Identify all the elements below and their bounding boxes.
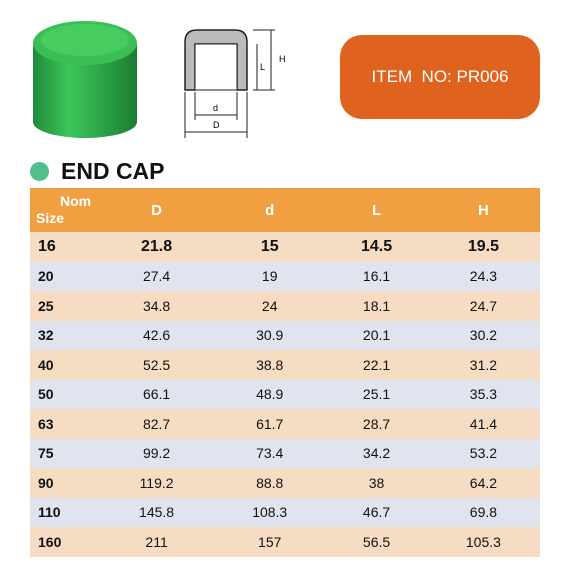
- table-row: 90 119.2 88.8 38 64.2: [30, 468, 540, 498]
- dim-label: d: [213, 103, 218, 113]
- dim-label: H: [279, 54, 286, 64]
- size-cell: 32: [30, 320, 100, 350]
- value-cell: 99.2: [100, 438, 214, 468]
- value-cell: 20.1: [326, 320, 427, 350]
- corner-bottom: Size: [36, 210, 65, 226]
- table-row: 50 66.1 48.9 25.1 35.3: [30, 379, 540, 409]
- value-cell: 16.1: [326, 261, 427, 291]
- value-cell: 27.4: [100, 261, 214, 291]
- size-cell: 20: [30, 261, 100, 291]
- value-cell: 14.5: [326, 232, 427, 262]
- value-cell: 88.8: [213, 468, 327, 498]
- value-cell: 21.8: [100, 232, 214, 262]
- value-cell: 61.7: [213, 409, 327, 439]
- column-header: D: [100, 188, 214, 232]
- value-cell: 211: [100, 527, 214, 557]
- value-cell: 73.4: [213, 438, 327, 468]
- size-cell: 110: [30, 497, 100, 527]
- column-header: H: [426, 188, 540, 232]
- value-cell: 19: [213, 261, 327, 291]
- value-cell: 25.1: [326, 379, 427, 409]
- table-row: 110 145.8 108.3 46.7 69.8: [30, 497, 540, 527]
- value-cell: 22.1: [326, 350, 427, 380]
- value-cell: 119.2: [100, 468, 214, 498]
- section-title: END CAP: [30, 156, 165, 186]
- column-header: d: [213, 188, 327, 232]
- value-cell: 48.9: [213, 379, 327, 409]
- value-cell: 34.2: [326, 438, 427, 468]
- value-cell: 24.3: [426, 261, 540, 291]
- value-cell: 19.5: [426, 232, 540, 262]
- value-cell: 46.7: [326, 497, 427, 527]
- value-cell: 82.7: [100, 409, 214, 439]
- value-cell: 145.8: [100, 497, 214, 527]
- size-cell: 50: [30, 379, 100, 409]
- corner-top: Nom: [60, 193, 92, 209]
- size-cell: 160: [30, 527, 100, 557]
- table-row: 16 21.8 15 14.5 19.5: [30, 232, 540, 262]
- bullet: [30, 161, 49, 181]
- size-cell: 16: [30, 232, 100, 262]
- technical-drawing: H L d D: [184, 29, 286, 138]
- value-cell: 105.3: [426, 527, 540, 557]
- table-row: 63 82.7 61.7 28.7 41.4: [30, 409, 540, 439]
- value-cell: 64.2: [426, 468, 540, 498]
- dim-label: L: [260, 62, 265, 72]
- value-cell: 53.2: [426, 438, 540, 468]
- value-cell: 157: [213, 527, 327, 557]
- value-cell: 42.6: [100, 320, 214, 350]
- size-cell: 75: [30, 438, 100, 468]
- value-cell: 108.3: [213, 497, 327, 527]
- size-cell: 90: [30, 468, 100, 498]
- product-photo: [33, 21, 137, 138]
- value-cell: 30.9: [213, 320, 327, 350]
- item-number: ITEM NO: PR006: [340, 35, 540, 119]
- dim-label: D: [213, 120, 220, 130]
- column-header: L: [326, 188, 427, 232]
- value-cell: 52.5: [100, 350, 214, 380]
- size-cell: 40: [30, 350, 100, 380]
- value-cell: 24.7: [426, 291, 540, 321]
- size-cell: 25: [30, 291, 100, 321]
- value-cell: 28.7: [326, 409, 427, 439]
- value-cell: 30.2: [426, 320, 540, 350]
- corner-cell: Nom Size: [30, 188, 100, 232]
- value-cell: 18.1: [326, 291, 427, 321]
- title-text: END CAP: [61, 157, 165, 184]
- table-row: 25 34.8 24 18.1 24.7: [30, 291, 540, 321]
- value-cell: 56.5: [326, 527, 427, 557]
- value-cell: 41.4: [426, 409, 540, 439]
- table-row: 32 42.6 30.9 20.1 30.2: [30, 320, 540, 350]
- value-cell: 35.3: [426, 379, 540, 409]
- value-cell: 31.2: [426, 350, 540, 380]
- table-row: 160 211 157 56.5 105.3: [30, 527, 540, 557]
- value-cell: 38: [326, 468, 427, 498]
- value-cell: 15: [213, 232, 327, 262]
- value-cell: 24: [213, 291, 327, 321]
- value-cell: 34.8: [100, 291, 214, 321]
- size-cell: 63: [30, 409, 100, 439]
- value-cell: 66.1: [100, 379, 214, 409]
- table-row: 20 27.4 19 16.1 24.3: [30, 261, 540, 291]
- value-cell: 38.8: [213, 350, 327, 380]
- table-row: 40 52.5 38.8 22.1 31.2: [30, 350, 540, 380]
- table-row: 75 99.2 73.4 34.2 53.2: [30, 438, 540, 468]
- value-cell: 69.8: [426, 497, 540, 527]
